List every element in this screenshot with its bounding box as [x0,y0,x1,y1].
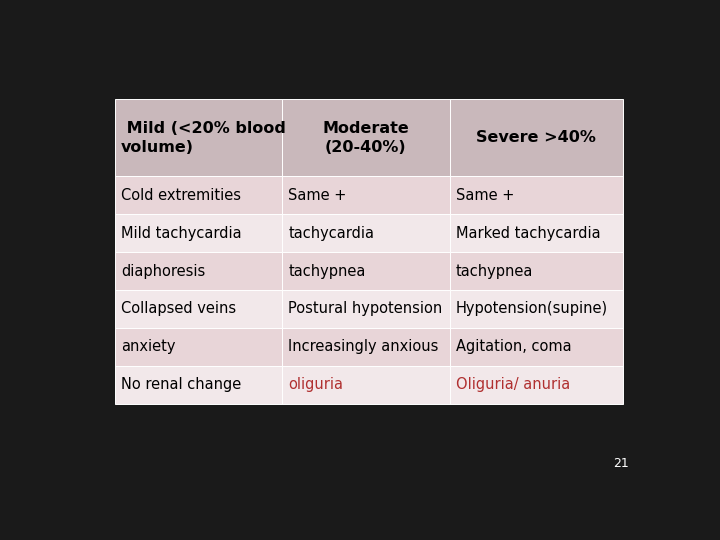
Bar [282,99,449,177]
Text: Hypotension(supine): Hypotension(supine) [456,301,608,316]
Bar [114,252,282,290]
Text: Agitation, coma: Agitation, coma [456,339,572,354]
Bar [114,99,282,177]
Text: Collapsed veins: Collapsed veins [121,301,236,316]
Bar [114,328,282,366]
Bar [449,328,624,366]
Text: 21: 21 [613,457,629,470]
Text: Moderate
(20-40%): Moderate (20-40%) [323,121,409,155]
Bar [282,290,449,328]
Text: tachycardia: tachycardia [289,226,374,241]
Text: tachypnea: tachypnea [289,264,366,279]
Text: Same +: Same + [289,188,347,203]
Text: Mild tachycardia: Mild tachycardia [121,226,242,241]
Text: anxiety: anxiety [121,339,176,354]
Bar [282,177,449,214]
Bar [449,214,624,252]
Text: Cold extremities: Cold extremities [121,188,241,203]
Text: Postural hypotension: Postural hypotension [289,301,443,316]
Bar [282,214,449,252]
Bar [114,290,282,328]
Bar [114,177,282,214]
Bar [282,252,449,290]
Text: No renal change: No renal change [121,377,241,392]
Text: Same +: Same + [456,188,514,203]
Bar [282,328,449,366]
Bar [449,252,624,290]
Bar [282,366,449,403]
Bar [449,366,624,403]
Text: diaphoresis: diaphoresis [121,264,205,279]
Text: Severe >40%: Severe >40% [477,131,596,145]
Bar [114,214,282,252]
Text: Increasingly anxious: Increasingly anxious [289,339,438,354]
Text: tachypnea: tachypnea [456,264,534,279]
Bar [449,290,624,328]
Text: Marked tachycardia: Marked tachycardia [456,226,600,241]
Text: oliguria: oliguria [289,377,343,392]
Bar [449,177,624,214]
Bar [114,366,282,403]
Bar [449,99,624,177]
Text: Mild (<20% blood
volume): Mild (<20% blood volume) [121,121,286,155]
Text: Oliguria/ anuria: Oliguria/ anuria [456,377,570,392]
